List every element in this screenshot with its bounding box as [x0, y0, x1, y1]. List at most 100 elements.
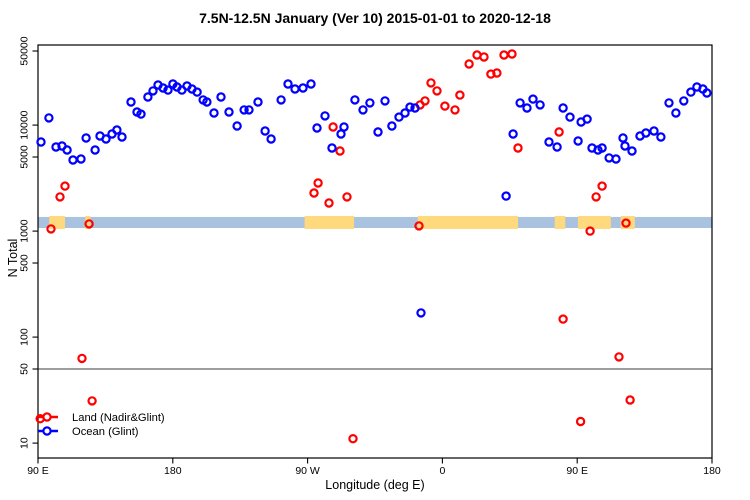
land-point	[554, 127, 564, 137]
land-point	[46, 224, 56, 234]
ocean-point	[508, 129, 518, 139]
land-point	[507, 49, 517, 59]
ocean-point	[62, 145, 72, 155]
y-tick-label: 10000	[19, 110, 31, 139]
ocean-strip	[38, 216, 712, 228]
ocean-point	[394, 112, 404, 122]
ocean-point	[410, 103, 420, 113]
ocean-point	[143, 92, 153, 102]
ocean-point	[380, 96, 390, 106]
ocean-point	[565, 112, 575, 122]
ocean-point	[656, 132, 666, 142]
ocean-point	[358, 105, 368, 115]
ocean-point	[260, 126, 270, 136]
ocean-point	[202, 97, 212, 107]
ocean-point	[528, 94, 538, 104]
ocean-point	[148, 86, 158, 96]
x-tick-label: 180	[703, 465, 721, 477]
ocean-point	[387, 121, 397, 131]
chart-title: 7.5N-12.5N January (Ver 10) 2015-01-01 t…	[199, 10, 551, 26]
ocean-point	[239, 105, 249, 115]
ocean-point	[573, 136, 583, 146]
ocean-point	[253, 97, 263, 107]
land-point	[440, 101, 450, 111]
ocean-point	[224, 107, 234, 117]
y-axis-title: N Total	[6, 238, 20, 278]
land-point	[84, 219, 94, 229]
legend-label: Land (Nadir&Glint)	[72, 412, 165, 424]
ocean-point	[76, 154, 86, 164]
ocean-point	[209, 108, 219, 118]
plot-box	[37, 44, 713, 459]
ocean-point	[365, 98, 375, 108]
ocean-point	[611, 154, 621, 164]
land-strip-segment	[85, 215, 91, 229]
y-tick-label: 50	[19, 363, 31, 375]
y-tick-label: 10	[19, 437, 31, 449]
ocean-point	[339, 122, 349, 132]
ocean-point	[298, 83, 308, 93]
ocean-point	[320, 111, 330, 121]
ocean-point	[618, 133, 628, 143]
land-point	[591, 192, 601, 202]
land-point	[575, 416, 586, 427]
ocean-point	[283, 79, 293, 89]
land-point	[614, 352, 624, 362]
x-tick-label: 180	[164, 465, 182, 477]
land-point	[77, 353, 87, 364]
ocean-point	[416, 308, 426, 318]
land-point	[597, 181, 607, 191]
land-point	[87, 396, 97, 406]
land-strip-segment	[577, 215, 611, 229]
ocean-point	[44, 113, 54, 123]
land-strip-segment	[49, 215, 65, 229]
land-point	[309, 188, 319, 198]
ocean-point	[90, 145, 100, 155]
land-point	[450, 105, 460, 115]
land-strip-segment	[304, 215, 355, 229]
land-point	[420, 96, 430, 106]
legend-marker-circle	[42, 426, 52, 436]
legend-label: Ocean (Glint)	[72, 426, 139, 438]
ocean-point	[36, 137, 46, 147]
ocean-point	[544, 137, 554, 147]
ocean-point	[244, 105, 254, 115]
land-point	[342, 192, 352, 202]
ocean-point	[582, 114, 592, 124]
ocean-point	[702, 88, 712, 98]
ocean-point	[664, 98, 674, 108]
ocean-point	[163, 85, 173, 95]
ocean-point	[306, 79, 316, 89]
ocean-point	[232, 121, 242, 131]
y-tick-label: 1000	[19, 219, 31, 243]
ocean-point	[312, 123, 322, 133]
ocean-point	[620, 141, 630, 151]
land-point	[60, 181, 70, 191]
land-point	[328, 122, 338, 132]
land-point	[464, 59, 474, 69]
ocean-point	[136, 109, 146, 119]
ocean-point	[552, 142, 562, 152]
ocean-point	[400, 108, 410, 118]
land-point	[513, 143, 523, 153]
x-tick-label: 90 E	[27, 465, 49, 477]
x-tick-label: 90 E	[566, 465, 588, 477]
ocean-point	[649, 126, 659, 136]
ocean-point	[641, 128, 651, 138]
ocean-point	[627, 146, 637, 156]
ocean-point	[266, 134, 276, 144]
x-tick-label: 90 W	[295, 465, 320, 477]
land-point	[324, 198, 334, 208]
land-point	[479, 52, 489, 62]
ocean-point	[350, 95, 360, 105]
ocean-point	[192, 87, 202, 97]
land-point	[348, 434, 358, 444]
ocean-point	[501, 191, 511, 201]
ocean-point	[515, 98, 525, 108]
ocean-point	[158, 83, 168, 93]
ocean-point	[290, 84, 300, 94]
land-point	[585, 226, 595, 236]
ocean-point	[597, 143, 607, 153]
land-point	[455, 90, 465, 100]
